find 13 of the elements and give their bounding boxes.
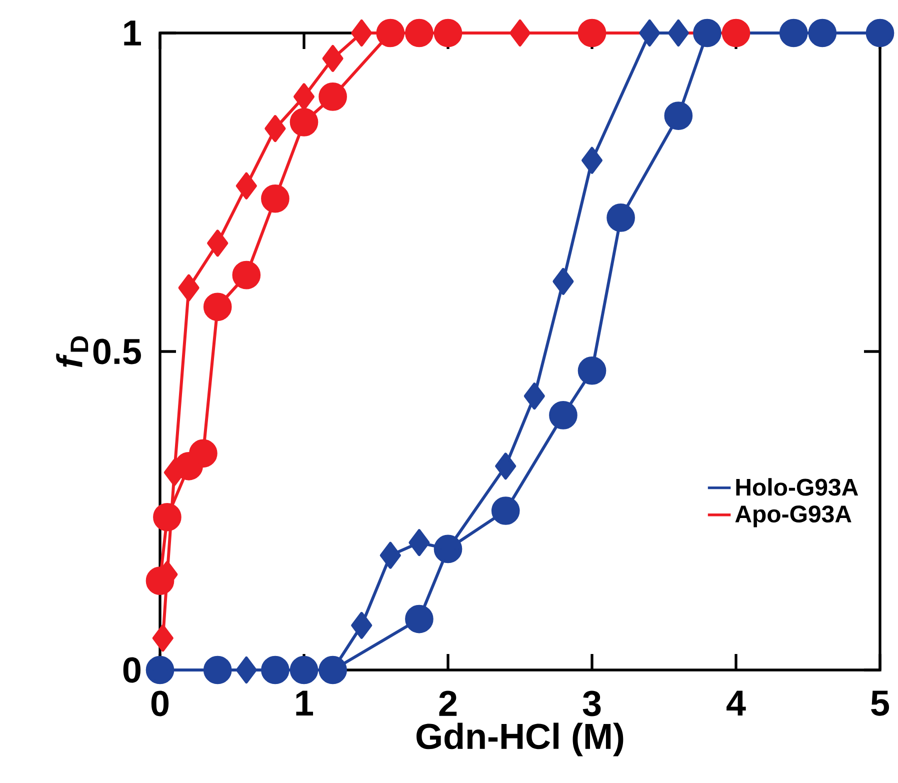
x-tick-label: 0 xyxy=(151,690,169,716)
x-tick-label: 2 xyxy=(439,690,457,716)
legend-label: Holo-G93A xyxy=(736,478,858,496)
x-tick-label: 4 xyxy=(726,690,746,716)
y-tick-label: 0.5 xyxy=(93,338,141,364)
x-tick-label: 3 xyxy=(582,690,601,716)
x-axis-title: Gdn-HCl (M) xyxy=(416,722,624,756)
x-tick-label: 5 xyxy=(871,690,890,716)
legend-label: Apo-G93A xyxy=(735,505,852,528)
y-tick-label: 1 xyxy=(124,20,141,46)
x-tick-label: 1 xyxy=(296,690,314,716)
y-tick-label: 0 xyxy=(123,657,140,683)
y-axis-title: f$_{D}$ xyxy=(56,336,88,368)
